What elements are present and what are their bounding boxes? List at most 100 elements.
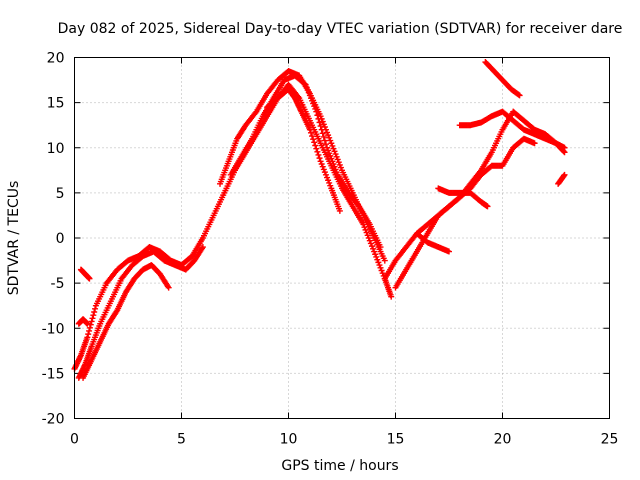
data-point [86, 275, 93, 282]
data-point [322, 141, 329, 148]
series-track-h [392, 108, 568, 291]
series-track-j [456, 108, 568, 151]
data-point [333, 153, 340, 160]
data-point [311, 139, 318, 146]
data-point [87, 321, 94, 328]
data-point [328, 140, 335, 147]
data-point [322, 171, 329, 178]
data-point [314, 148, 321, 155]
data-points [71, 59, 568, 381]
x-tick-label: 10 [280, 432, 298, 448]
grid [74, 57, 610, 419]
y-tick-label: 0 [56, 231, 65, 247]
data-point [313, 108, 320, 115]
data-point [325, 132, 332, 139]
x-tick-label: 25 [601, 432, 619, 448]
data-point [317, 123, 324, 130]
data-point [363, 229, 370, 236]
data-point [319, 163, 326, 170]
data-point [325, 177, 332, 184]
data-point [315, 151, 322, 158]
data-point [330, 145, 337, 152]
data-point [320, 121, 327, 128]
data-point [336, 161, 343, 168]
data-point [388, 293, 395, 300]
data-point [335, 159, 342, 166]
data-point [333, 169, 340, 176]
y-tick-label: -20 [42, 412, 65, 428]
series-track-f [264, 86, 343, 214]
data-point [364, 232, 371, 239]
data-point [446, 248, 452, 255]
data-point [307, 129, 314, 136]
data-point [324, 174, 331, 181]
y-tick-label: -10 [42, 321, 65, 337]
data-point [326, 179, 333, 186]
chart-title: Day 082 of 2025, Sidereal Day-to-day VTE… [58, 21, 623, 37]
data-point [88, 318, 95, 325]
data-point [306, 92, 313, 99]
data-point [314, 112, 321, 119]
data-point [375, 259, 382, 266]
data-point [334, 156, 341, 163]
y-tick-label: -5 [51, 276, 65, 292]
y-tick-label: 5 [56, 186, 65, 202]
data-point [311, 103, 318, 110]
data-point [305, 89, 312, 96]
series-track-o [77, 266, 93, 282]
data-point [368, 243, 375, 250]
data-point [310, 100, 317, 107]
data-point [325, 147, 332, 154]
data-point [328, 155, 335, 162]
data-point [377, 244, 384, 251]
data-point [304, 86, 311, 93]
data-point [561, 171, 568, 178]
data-point [90, 312, 97, 319]
data-point [320, 166, 327, 173]
data-point [366, 237, 373, 244]
data-point [332, 166, 339, 173]
data-point [378, 267, 385, 274]
data-point [315, 115, 322, 122]
series-track-l [435, 185, 491, 210]
data-point [362, 226, 369, 233]
axis-ticks: 0 5 10 15 20 25 -20 -15 -10 -5 0 5 10 15 20 [42, 51, 619, 448]
data-point [310, 136, 317, 143]
data-point [319, 130, 326, 137]
data-point [337, 164, 344, 171]
data-point [331, 148, 338, 155]
data-point [327, 137, 334, 144]
data-point [373, 253, 380, 260]
data-point [377, 264, 384, 271]
data-point [327, 152, 334, 159]
x-tick-label: 5 [177, 432, 186, 448]
data-point [321, 137, 328, 144]
data-point [92, 305, 99, 312]
data-point [379, 270, 386, 277]
data-point [376, 262, 383, 269]
data-point [84, 334, 91, 341]
data-point [329, 142, 336, 149]
series-track-g [381, 135, 538, 282]
series-track-k [482, 59, 523, 99]
data-point [326, 134, 333, 141]
data-point [313, 145, 320, 152]
data-point [326, 150, 333, 157]
data-point [165, 284, 172, 291]
data-point [516, 92, 523, 99]
data-point [321, 169, 328, 176]
data-point [329, 158, 336, 165]
series-track-i [413, 230, 452, 255]
data-point [309, 133, 316, 140]
series-track-n [75, 316, 91, 327]
y-tick-label: 20 [47, 51, 65, 67]
data-point [319, 118, 326, 125]
data-point [320, 133, 327, 140]
data-point [318, 126, 325, 133]
y-axis-label: SDTVAR / TECUs [6, 181, 22, 296]
y-tick-label: 15 [47, 96, 65, 112]
data-point [301, 80, 308, 87]
data-point [370, 245, 377, 252]
series-track-d [217, 68, 388, 264]
